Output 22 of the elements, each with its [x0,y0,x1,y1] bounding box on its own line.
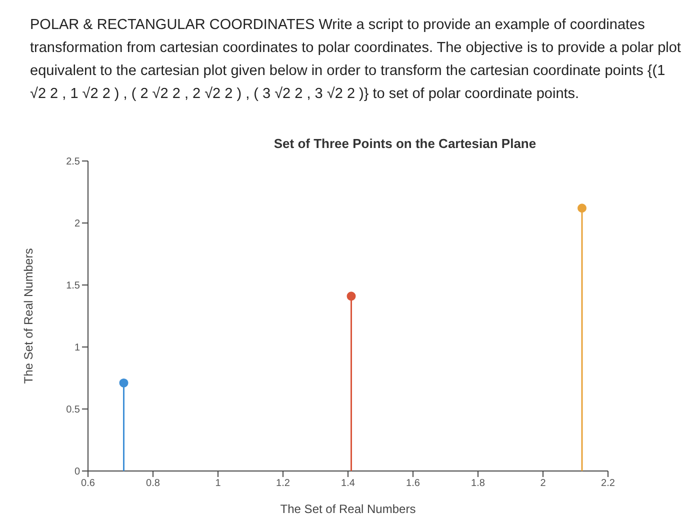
x-tick-label: 1.8 [471,478,486,490]
x-tick-label: 1 [215,478,222,490]
x-axis-title: The Set of Real Numbers [280,502,416,516]
x-tick-label: 2.2 [601,478,616,490]
y-tick-label: 2 [74,218,80,230]
y-tick-label: 1 [74,342,80,354]
y-axis-title: The Set of Real Numbers [21,248,36,384]
point [119,378,128,388]
y-tick-label: 2.5 [66,156,80,168]
x-tick-label: 0.6 [81,478,96,490]
y-tick-label: 0 [74,466,80,478]
point [578,204,586,213]
chart-title: Set of Three Points on the Cartesian Plane [272,136,538,151]
point [346,292,356,301]
y-tick-label: 0.5 [66,404,80,416]
y-tick-label: 1.5 [66,280,80,292]
x-tick-label: 1.4 [341,478,356,490]
x-tick-label: 2 [540,478,546,490]
x-tick-label: 1.6 [406,478,420,490]
x-tick-label: 1.2 [276,478,290,490]
x-tick-label: 0.8 [146,478,160,490]
text: POLAR & RECTANGULAR COORDINATES Write a script to provide an example of coordinates transformation from cartesian coordinates to polar coordinates. The objective is to provide a polar plot equivalent to the cartesian plot given below in order to transform the cartesian coordinate points {(1 √2 2 , 1 √2 2 ) , ( 2 √2 2 , 2 √2 2 ) , ( 3 √2 2 , 3 √2 2 )} to set of polar coordinate points. [29,16,682,104]
